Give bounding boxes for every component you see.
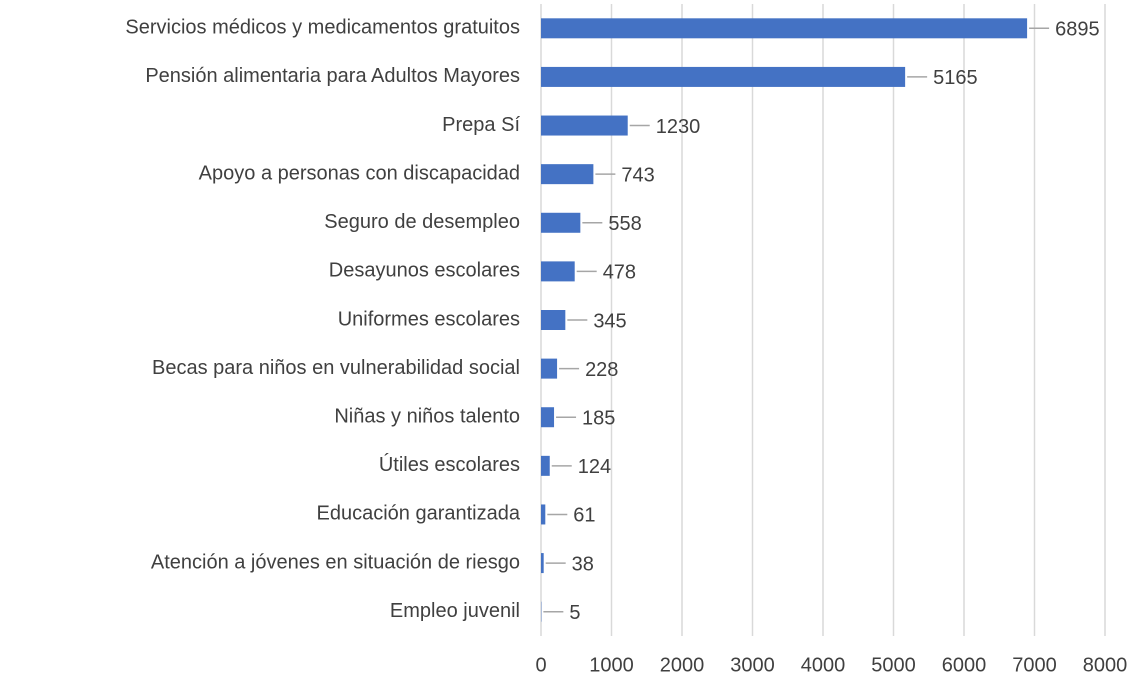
bar bbox=[541, 115, 628, 136]
y-tick-label: Niñas y niños talento bbox=[334, 406, 520, 428]
y-tick-label: Educación garantizada bbox=[317, 503, 521, 525]
data-label: 558 bbox=[608, 213, 641, 235]
x-tick-label: 0 bbox=[535, 654, 546, 676]
bar bbox=[541, 553, 544, 574]
data-label: 743 bbox=[621, 164, 654, 186]
data-label: 1230 bbox=[656, 116, 701, 138]
x-tick-label: 6000 bbox=[942, 654, 987, 676]
x-tick-label: 3000 bbox=[730, 654, 775, 676]
bar bbox=[541, 455, 550, 476]
bar bbox=[541, 261, 575, 282]
data-label: 185 bbox=[582, 408, 615, 430]
bar bbox=[541, 212, 581, 233]
bar bbox=[541, 66, 906, 87]
data-label: 38 bbox=[572, 553, 594, 575]
y-tick-label: Apoyo a personas con discapacidad bbox=[199, 162, 520, 184]
bar bbox=[541, 407, 555, 428]
y-tick-label: Útiles escolares bbox=[379, 453, 520, 476]
data-label: 5 bbox=[569, 602, 580, 624]
y-tick-label: Becas para niños en vulnerabilidad socia… bbox=[152, 357, 520, 379]
data-label: 61 bbox=[573, 505, 595, 527]
x-tick-label: 2000 bbox=[660, 654, 705, 676]
y-tick-label: Atención a jóvenes en situación de riesg… bbox=[151, 551, 520, 573]
data-label: 228 bbox=[585, 359, 618, 381]
data-label: 345 bbox=[593, 310, 626, 332]
y-tick-label: Desayunos escolares bbox=[329, 260, 520, 282]
data-label: 478 bbox=[603, 262, 636, 284]
y-tick-label: Pensión alimentaria para Adultos Mayores bbox=[145, 65, 520, 87]
x-tick-label: 4000 bbox=[801, 654, 846, 676]
data-label: 6895 bbox=[1055, 19, 1100, 41]
bar bbox=[541, 358, 558, 379]
data-label: 124 bbox=[578, 456, 611, 478]
y-tick-label: Seguro de desempleo bbox=[324, 211, 520, 233]
bar bbox=[541, 310, 566, 330]
x-tick-label: 5000 bbox=[871, 654, 916, 676]
y-tick-label: Empleo juvenil bbox=[390, 600, 520, 622]
y-tick-label: Uniformes escolares bbox=[338, 308, 520, 330]
bar bbox=[541, 504, 546, 525]
x-tick-label: 8000 bbox=[1083, 654, 1128, 676]
bar bbox=[541, 164, 594, 185]
bar bbox=[541, 18, 1028, 39]
data-label: 5165 bbox=[933, 67, 978, 89]
y-tick-label: Prepa Sí bbox=[442, 114, 520, 136]
x-tick-label: 7000 bbox=[1012, 654, 1057, 676]
y-tick-label: Servicios médicos y medicamentos gratuit… bbox=[125, 17, 520, 39]
x-tick-label: 1000 bbox=[589, 654, 634, 676]
